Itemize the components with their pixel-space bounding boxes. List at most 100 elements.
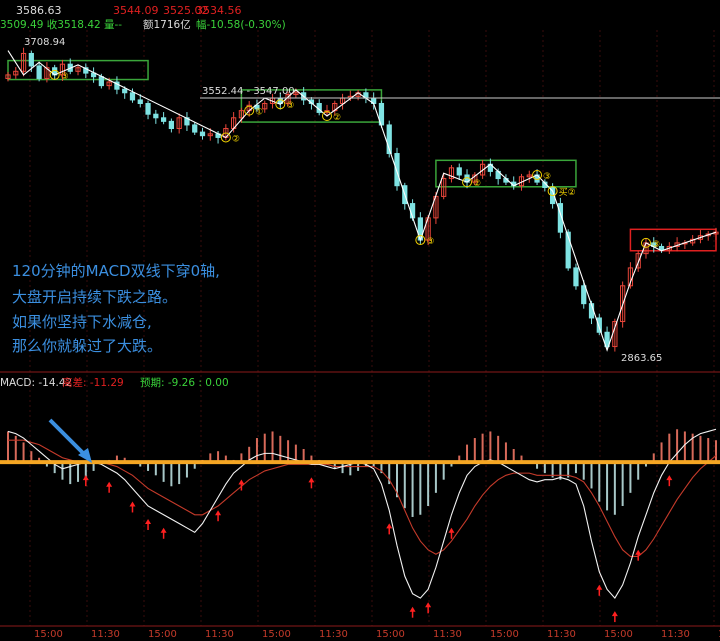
buy-arrows — [82, 475, 673, 623]
wave-marker-ring — [244, 105, 255, 116]
consolidation-box — [435, 159, 577, 188]
header-quote: 3586.63 3544.09 3525.02 3534.56 3509.49 … — [0, 4, 286, 31]
wave-marker: ③ — [61, 72, 69, 82]
grid-lines — [29, 30, 715, 626]
buy-arrow-head — [666, 475, 673, 481]
x-axis-labels: 15:00 11:30 15:00 11:30 15:00 11:30 15:00 11:30… — [34, 629, 720, 640]
wave-markers: ③ ② ① ③ ② ③ ② ③ 买② ③ — [49, 69, 660, 250]
candle-body — [83, 67, 89, 74]
annotation-line-3: 如果你坚持下水减仓, — [12, 313, 152, 331]
wave-marker: ② — [232, 134, 240, 144]
candle-body — [129, 92, 136, 101]
candle-body — [192, 124, 198, 133]
wave-marker-ring — [415, 235, 426, 246]
buy-arrow-head — [386, 523, 393, 529]
wave-marker: ③ — [426, 237, 434, 247]
macd-label: MACD: -14.42 — [0, 377, 72, 389]
consolidation-box — [629, 228, 717, 252]
buy-arrow-head — [238, 479, 245, 485]
candle-body — [581, 285, 587, 305]
low-price-label: 2863.65 — [621, 353, 662, 364]
wave-marker-ring — [321, 111, 332, 121]
candle-body — [557, 203, 564, 233]
candle-body — [122, 88, 128, 94]
candle-body — [565, 231, 571, 269]
wave-marker: ② — [333, 113, 341, 123]
wave-marker-ring — [220, 132, 231, 143]
x-axis-label: 11:30 — [91, 629, 120, 640]
candle-body — [13, 70, 19, 76]
candle-body — [59, 63, 66, 76]
candle-body — [137, 99, 143, 104]
consolidation-box — [7, 59, 149, 81]
wave-marker: ③ — [652, 240, 660, 250]
candle-body — [36, 65, 42, 79]
candle-body — [620, 285, 626, 323]
candle-body — [75, 67, 81, 72]
candle-body — [456, 167, 462, 176]
candle-body — [262, 102, 268, 110]
range-label: 3552.44 - 3547.00 — [202, 86, 295, 97]
buy-arrow-head — [425, 602, 432, 608]
annotation-text: 120分钟的MACD双线下穿0轴, 大盘开启持续下跌之路。 如果你坚持下水减仓,… — [12, 262, 220, 355]
pointer-arrow — [48, 418, 92, 463]
wave-marker: ③ — [286, 101, 294, 111]
candle-body — [44, 67, 50, 79]
candle-body — [697, 235, 704, 240]
candle-body — [28, 52, 34, 67]
x-axis-label: 15:00 — [376, 629, 405, 640]
macd-dea-label: 预期: -9.26 : 0.00 — [140, 377, 229, 389]
candle-body — [176, 117, 182, 130]
candle-body — [635, 253, 641, 269]
candle-body — [98, 76, 104, 87]
header-low: 3534.56 — [196, 4, 242, 17]
buy-arrow-head — [215, 510, 222, 516]
x-axis-label: 15:00 — [604, 629, 633, 640]
wave-marker: ③ — [543, 172, 551, 182]
x-axis-label: 11:30 — [433, 629, 462, 640]
buy-arrow-head — [160, 527, 167, 533]
header-amount: 额1716亿 — [143, 18, 191, 31]
candle-body — [293, 92, 299, 96]
candle-body — [153, 113, 159, 119]
x-axis-label: 15:00 — [34, 629, 63, 640]
x-axis-label: 15:00 — [262, 629, 291, 640]
candle-body — [254, 104, 260, 110]
candle-body — [168, 120, 175, 130]
macd-dea-line — [8, 439, 717, 557]
x-axis-label: 15:00 — [490, 629, 519, 640]
candle-body — [604, 331, 610, 348]
macd-dif-line — [7, 428, 717, 600]
candle-body — [479, 163, 486, 176]
candle-body — [207, 133, 213, 137]
header-price: 3586.63 — [16, 4, 62, 17]
candle-body — [386, 124, 392, 155]
wave-marker-ring — [547, 186, 558, 197]
x-axis-label: 11:30 — [547, 629, 576, 640]
candle-body — [20, 52, 27, 72]
x-axis-label: 11:30 — [661, 629, 690, 640]
wave-marker-ring — [462, 177, 473, 188]
wave-marker-ring — [275, 99, 286, 110]
annotation-line-4: 那么你就躲过了大跌。 — [12, 337, 162, 355]
candle-body — [658, 245, 665, 251]
wave-marker-ring — [49, 69, 60, 80]
consolidation-boxes — [7, 59, 717, 252]
candle-body — [705, 233, 711, 237]
wave-marker-ring — [532, 169, 543, 180]
candle-body — [441, 178, 447, 197]
annotation-line-2: 大盘开启持续下跌之路。 — [12, 288, 177, 306]
candle-body — [160, 117, 167, 122]
buy-arrow-head — [596, 584, 603, 590]
wave-marker: 买② — [559, 187, 576, 198]
candle-body — [106, 81, 112, 87]
candle-body — [526, 174, 532, 178]
candle-body — [596, 317, 602, 333]
buy-arrow-head — [106, 481, 113, 487]
candle-body — [5, 74, 11, 79]
buy-arrow-head — [308, 477, 315, 483]
candle-body — [394, 153, 400, 187]
annotation-line-1: 120分钟的MACD双线下穿0轴, — [12, 262, 220, 280]
candle-body — [472, 174, 478, 183]
zigzag-line — [7, 50, 717, 352]
